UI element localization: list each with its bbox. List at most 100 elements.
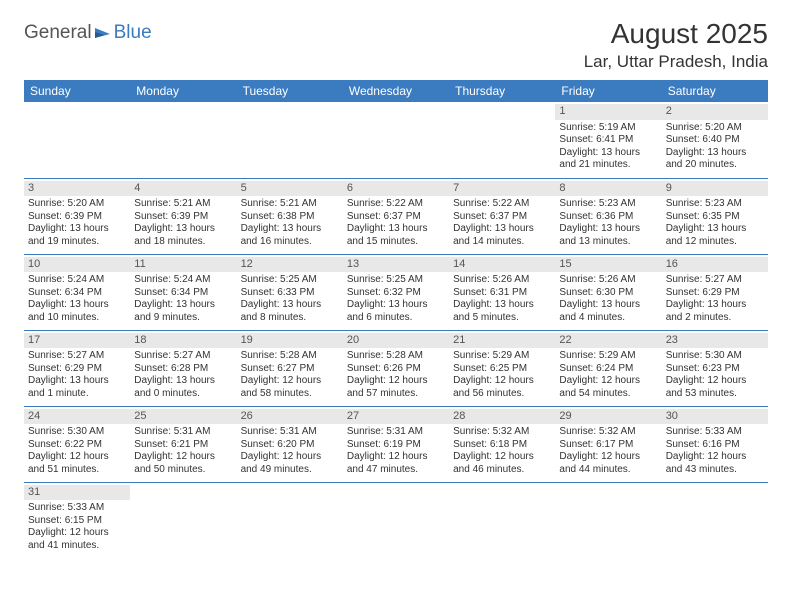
day-number-bar: 24 (24, 409, 130, 425)
daylight-text: Daylight: 13 hours and 21 minutes. (559, 147, 657, 172)
empty-day-cell (555, 482, 661, 558)
day-cell: 6Sunrise: 5:22 AMSunset: 6:37 PMDaylight… (343, 178, 449, 254)
day-number: 3 (28, 182, 34, 194)
day-number-bar: 3 (24, 181, 130, 197)
day-cell: 15Sunrise: 5:26 AMSunset: 6:30 PMDayligh… (555, 254, 661, 330)
sunset-text: Sunset: 6:39 PM (134, 211, 232, 224)
day-number-bar: 10 (24, 257, 130, 273)
sunset-text: Sunset: 6:34 PM (28, 287, 126, 300)
sunrise-text: Sunrise: 5:31 AM (134, 426, 232, 439)
day-number-bar: 11 (130, 257, 236, 273)
sunset-text: Sunset: 6:41 PM (559, 134, 657, 147)
day-number-bar: 13 (343, 257, 449, 273)
daylight-text: Daylight: 13 hours and 4 minutes. (559, 299, 657, 324)
logo-text-general: General (24, 22, 92, 44)
day-number-bar: 28 (449, 409, 555, 425)
weekday-header: Sunday (24, 80, 130, 102)
day-number: 6 (347, 182, 353, 194)
daylight-text: Daylight: 13 hours and 13 minutes. (559, 223, 657, 248)
daylight-text: Daylight: 12 hours and 57 minutes. (347, 375, 445, 400)
day-number: 24 (28, 410, 40, 422)
sunrise-text: Sunrise: 5:30 AM (28, 426, 126, 439)
day-cell: 31Sunrise: 5:33 AMSunset: 6:15 PMDayligh… (24, 482, 130, 558)
sunset-text: Sunset: 6:39 PM (28, 211, 126, 224)
sunrise-text: Sunrise: 5:25 AM (347, 274, 445, 287)
daylight-text: Daylight: 12 hours and 43 minutes. (666, 451, 764, 476)
sunrise-text: Sunrise: 5:20 AM (666, 122, 764, 135)
day-number: 4 (134, 182, 140, 194)
logo-text-blue: Blue (114, 22, 152, 44)
logo: General Blue (24, 22, 152, 44)
sunset-text: Sunset: 6:29 PM (666, 287, 764, 300)
day-number-bar: 8 (555, 181, 661, 197)
day-number: 7 (453, 182, 459, 194)
day-cell: 13Sunrise: 5:25 AMSunset: 6:32 PMDayligh… (343, 254, 449, 330)
day-cell: 4Sunrise: 5:21 AMSunset: 6:39 PMDaylight… (130, 178, 236, 254)
sunset-text: Sunset: 6:22 PM (28, 439, 126, 452)
day-number: 30 (666, 410, 678, 422)
sunset-text: Sunset: 6:35 PM (666, 211, 764, 224)
day-number: 14 (453, 258, 465, 270)
day-cell: 23Sunrise: 5:30 AMSunset: 6:23 PMDayligh… (662, 330, 768, 406)
page-header: General Blue August 2025 Lar, Uttar Prad… (24, 18, 768, 72)
empty-day-cell (130, 482, 236, 558)
day-cell: 3Sunrise: 5:20 AMSunset: 6:39 PMDaylight… (24, 178, 130, 254)
day-number-bar: 12 (237, 257, 343, 273)
day-cell: 25Sunrise: 5:31 AMSunset: 6:21 PMDayligh… (130, 406, 236, 482)
empty-day-cell (449, 102, 555, 178)
day-number: 15 (559, 258, 571, 270)
sunrise-text: Sunrise: 5:33 AM (666, 426, 764, 439)
sunset-text: Sunset: 6:37 PM (347, 211, 445, 224)
day-number: 19 (241, 334, 253, 346)
day-number-bar: 22 (555, 333, 661, 349)
day-number: 16 (666, 258, 678, 270)
daylight-text: Daylight: 12 hours and 51 minutes. (28, 451, 126, 476)
day-cell: 7Sunrise: 5:22 AMSunset: 6:37 PMDaylight… (449, 178, 555, 254)
day-number: 12 (241, 258, 253, 270)
day-cell: 29Sunrise: 5:32 AMSunset: 6:17 PMDayligh… (555, 406, 661, 482)
sunrise-text: Sunrise: 5:30 AM (666, 350, 764, 363)
daylight-text: Daylight: 13 hours and 14 minutes. (453, 223, 551, 248)
day-cell: 2Sunrise: 5:20 AMSunset: 6:40 PMDaylight… (662, 102, 768, 178)
daylight-text: Daylight: 13 hours and 6 minutes. (347, 299, 445, 324)
day-cell: 14Sunrise: 5:26 AMSunset: 6:31 PMDayligh… (449, 254, 555, 330)
day-number-bar: 6 (343, 181, 449, 197)
daylight-text: Daylight: 12 hours and 58 minutes. (241, 375, 339, 400)
sunset-text: Sunset: 6:15 PM (28, 515, 126, 528)
day-number-bar: 16 (662, 257, 768, 273)
day-number-bar: 26 (237, 409, 343, 425)
sunrise-text: Sunrise: 5:33 AM (28, 502, 126, 515)
empty-day-cell (130, 102, 236, 178)
sunrise-text: Sunrise: 5:28 AM (347, 350, 445, 363)
sunrise-text: Sunrise: 5:25 AM (241, 274, 339, 287)
sunset-text: Sunset: 6:40 PM (666, 134, 764, 147)
daylight-text: Daylight: 13 hours and 1 minute. (28, 375, 126, 400)
day-number-bar: 30 (662, 409, 768, 425)
day-number: 20 (347, 334, 359, 346)
day-number-bar: 15 (555, 257, 661, 273)
daylight-text: Daylight: 13 hours and 5 minutes. (453, 299, 551, 324)
sunset-text: Sunset: 6:24 PM (559, 363, 657, 376)
location-subtitle: Lar, Uttar Pradesh, India (584, 52, 768, 72)
day-number: 18 (134, 334, 146, 346)
empty-day-cell (343, 482, 449, 558)
empty-day-cell (24, 102, 130, 178)
sunset-text: Sunset: 6:25 PM (453, 363, 551, 376)
day-cell: 19Sunrise: 5:28 AMSunset: 6:27 PMDayligh… (237, 330, 343, 406)
day-number-bar: 4 (130, 181, 236, 197)
daylight-text: Daylight: 13 hours and 8 minutes. (241, 299, 339, 324)
sunrise-text: Sunrise: 5:27 AM (134, 350, 232, 363)
sunset-text: Sunset: 6:28 PM (134, 363, 232, 376)
weekday-header: Tuesday (237, 80, 343, 102)
sunrise-text: Sunrise: 5:32 AM (559, 426, 657, 439)
daylight-text: Daylight: 12 hours and 50 minutes. (134, 451, 232, 476)
day-number: 13 (347, 258, 359, 270)
calendar-week-row: 24Sunrise: 5:30 AMSunset: 6:22 PMDayligh… (24, 406, 768, 482)
weekday-header: Wednesday (343, 80, 449, 102)
sunrise-text: Sunrise: 5:22 AM (453, 198, 551, 211)
sunset-text: Sunset: 6:38 PM (241, 211, 339, 224)
sunset-text: Sunset: 6:33 PM (241, 287, 339, 300)
empty-day-cell (343, 102, 449, 178)
sunrise-text: Sunrise: 5:31 AM (241, 426, 339, 439)
daylight-text: Daylight: 13 hours and 15 minutes. (347, 223, 445, 248)
